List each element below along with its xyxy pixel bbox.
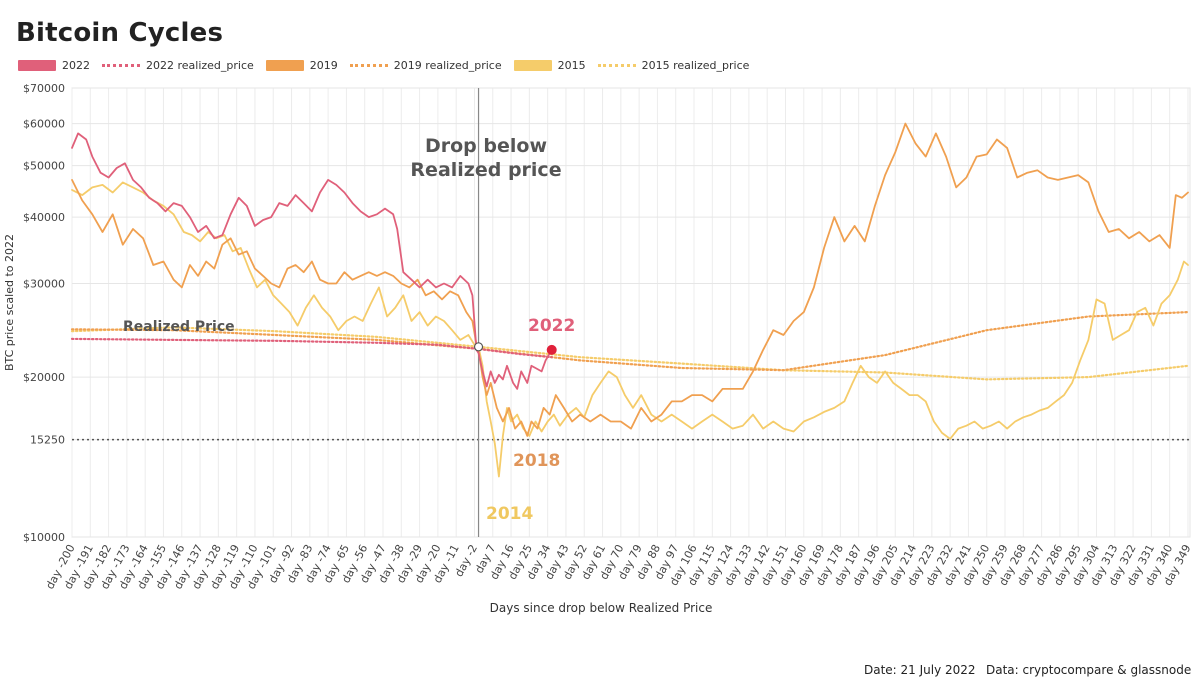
y-tick-label: 15250 bbox=[30, 434, 65, 447]
grid bbox=[71, 87, 1191, 538]
annotation-realized-price: Realized Price bbox=[123, 319, 235, 335]
crossing-marker bbox=[473, 342, 484, 352]
x-axis-title: Days since drop below Realized Price bbox=[490, 601, 713, 615]
legend-label-2019-realized: 2019 realized_price bbox=[393, 59, 502, 72]
legend-item-2022-realized[interactable]: 2022 realized_price bbox=[102, 59, 254, 72]
legend-item-2022[interactable]: 2022 bbox=[18, 59, 90, 72]
plot-frame bbox=[71, 87, 1191, 538]
y-tick-label: $20000 bbox=[23, 371, 65, 384]
footer-source: Data: cryptocompare & glassnode bbox=[986, 663, 1192, 677]
series-layer bbox=[70, 122, 1190, 478]
series-line-2015 bbox=[71, 181, 1189, 478]
legend-swatch-2019-realized bbox=[349, 64, 388, 67]
annotation-drop-line-1: Drop below bbox=[425, 135, 547, 157]
footer-date: Date: 21 July 2022 bbox=[864, 663, 976, 677]
y-axis-title: BTC price scaled to 2022 bbox=[3, 234, 16, 371]
annotation-drop-line-2: Realized price bbox=[410, 159, 561, 181]
legend-label-2022-realized: 2022 realized_price bbox=[146, 59, 254, 72]
legend-label-2019: 2019 bbox=[309, 59, 338, 72]
series-line-2022-realized-price bbox=[70, 337, 553, 359]
legend-item-2015[interactable]: 2015 bbox=[513, 59, 586, 72]
y-tick-label: $70000 bbox=[23, 82, 65, 95]
current-2022-marker bbox=[546, 344, 557, 355]
legend-label-2022: 2022 bbox=[62, 59, 90, 72]
series-line-2019-realized-price bbox=[70, 311, 1190, 372]
legend-swatch-2019 bbox=[265, 60, 304, 71]
series-line-2015-realized-price bbox=[70, 326, 1190, 381]
series-line-2019 bbox=[71, 122, 1189, 437]
legend-item-2015-realized[interactable]: 2015 realized_price bbox=[597, 59, 750, 72]
annotation-2014: 2014 bbox=[486, 504, 533, 524]
legend-swatch-2022 bbox=[18, 60, 56, 71]
legend-swatch-2015 bbox=[513, 60, 552, 71]
annotations: Drop below Realized price Realized Price… bbox=[123, 135, 575, 524]
series-line-2022 bbox=[71, 132, 553, 390]
legend-item-2019[interactable]: 2019 bbox=[265, 59, 338, 72]
y-tick-label: $10000 bbox=[23, 531, 65, 544]
chart-title: Bitcoin Cycles bbox=[16, 18, 224, 48]
y-tick-label: $60000 bbox=[23, 118, 65, 131]
y-tick-label: $50000 bbox=[23, 160, 65, 173]
legend-label-2015: 2015 bbox=[557, 59, 586, 72]
legend-item-2019-realized[interactable]: 2019 realized_price bbox=[349, 59, 502, 72]
legend-swatch-2015-realized bbox=[597, 64, 636, 67]
legend-swatch-2022-realized bbox=[102, 64, 140, 67]
annotation-2018: 2018 bbox=[513, 451, 560, 471]
legend: 2022 2022 realized_price 2019 2019 reali… bbox=[18, 59, 761, 72]
annotation-2022: 2022 bbox=[528, 316, 575, 336]
y-tick-label: $40000 bbox=[23, 211, 65, 224]
y-tick-label: $30000 bbox=[23, 278, 65, 291]
legend-label-2015-realized: 2015 realized_price bbox=[641, 59, 750, 72]
